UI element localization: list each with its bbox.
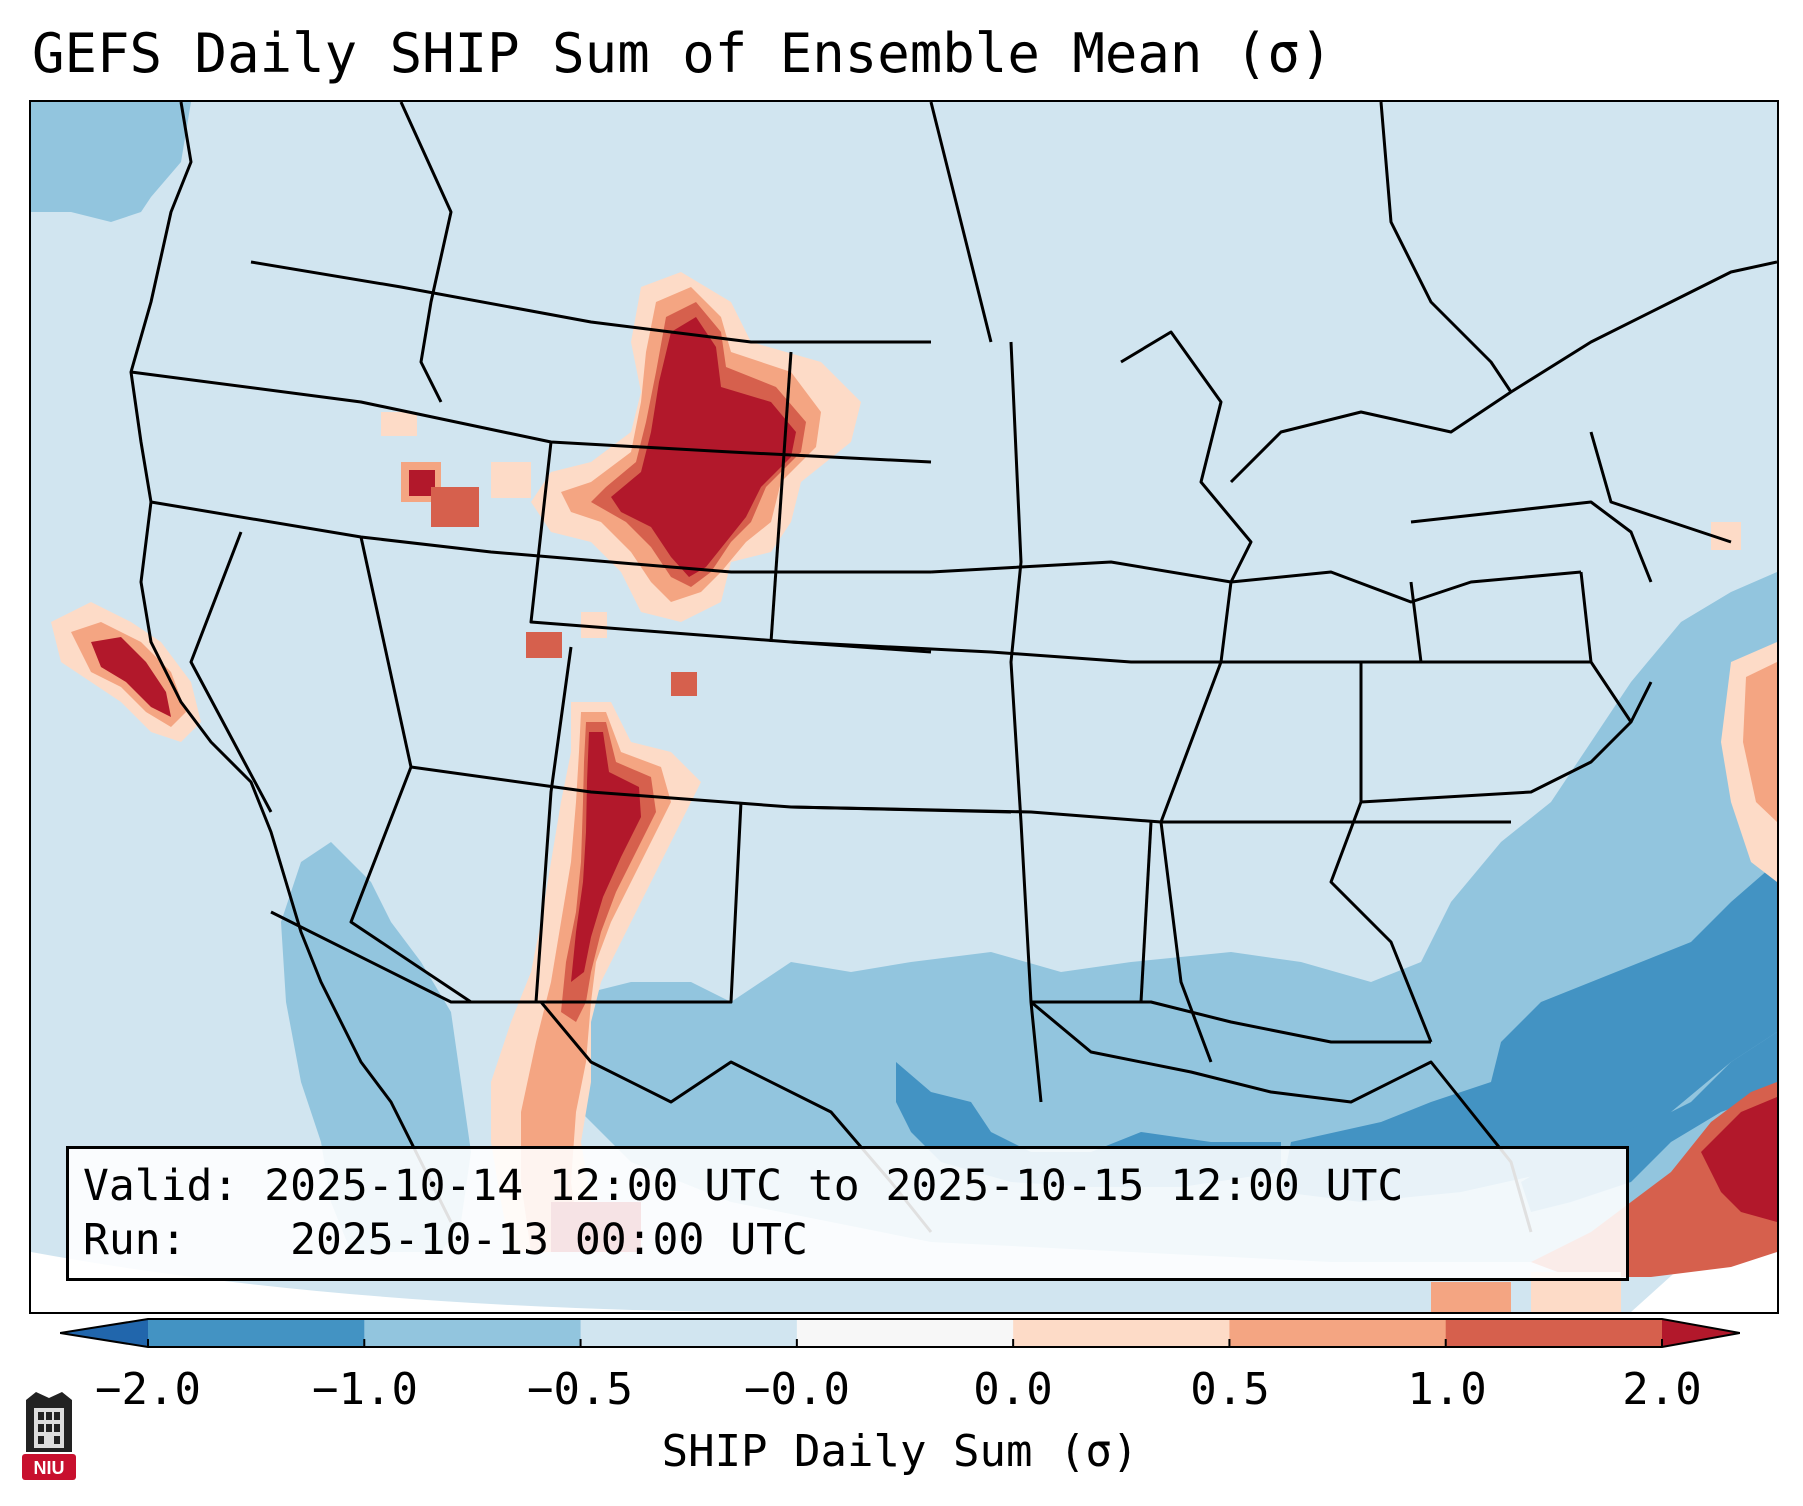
niu-logo-text: NIU (34, 1458, 65, 1478)
colorbar-over-extension (1662, 1319, 1740, 1347)
colorbar-tick-label-4: 0.0 (973, 1364, 1053, 1415)
colorbar-tick-label-6: 1.0 (1407, 1364, 1487, 1415)
state-boundaries (129, 102, 1777, 1233)
colorbar-bin-3 (796, 1319, 1014, 1347)
colorbar-bin-4 (1013, 1319, 1230, 1347)
colorbar-bin-1 (364, 1319, 582, 1347)
run-label: Run: (83, 1215, 187, 1265)
colorbar-bin-0 (148, 1319, 365, 1347)
map-panel[interactable] (29, 100, 1779, 1314)
map-canvas[interactable] (31, 102, 1777, 1312)
colorbar-tick-label-1: −1.0 (312, 1364, 418, 1415)
valid-time-box: Valid: 2025-10-14 12:00 UTC to 2025-10-1… (66, 1146, 1629, 1281)
valid-row: Valid: 2025-10-14 12:00 UTC to 2025-10-1… (83, 1159, 1626, 1213)
colorbar-tick-label-3: −0.0 (744, 1364, 850, 1415)
niu-logo-badge (22, 1454, 76, 1480)
valid-value: 2025-10-14 12:00 UTC to 2025-10-15 12:00… (264, 1161, 1404, 1211)
run-value: 2025-10-13 00:00 UTC (290, 1215, 808, 1265)
colorbar-tick-label-0: −2.0 (95, 1364, 201, 1415)
colorbar-tick-label-2: −0.5 (527, 1364, 633, 1415)
colorbar-bin-5 (1229, 1319, 1447, 1347)
colorbar-bin-6 (1445, 1319, 1663, 1347)
colorbar-tick-label-7: 2.0 (1622, 1364, 1702, 1415)
page-title: GEFS Daily SHIP Sum of Ensemble Mean (σ) (32, 22, 1333, 85)
colorbar-label: SHIP Daily Sum (σ) (661, 1426, 1139, 1477)
colorbar-bin-2 (580, 1319, 798, 1347)
run-row: Run: 2025-10-13 00:00 UTC (83, 1213, 1626, 1267)
niu-logo: NIU (22, 1392, 76, 1480)
colorbar (60, 1318, 1740, 1348)
valid-label: Valid: (83, 1161, 239, 1211)
colorbar-under-extension (60, 1319, 148, 1347)
colorbar-tick-label-5: 0.5 (1190, 1364, 1270, 1415)
